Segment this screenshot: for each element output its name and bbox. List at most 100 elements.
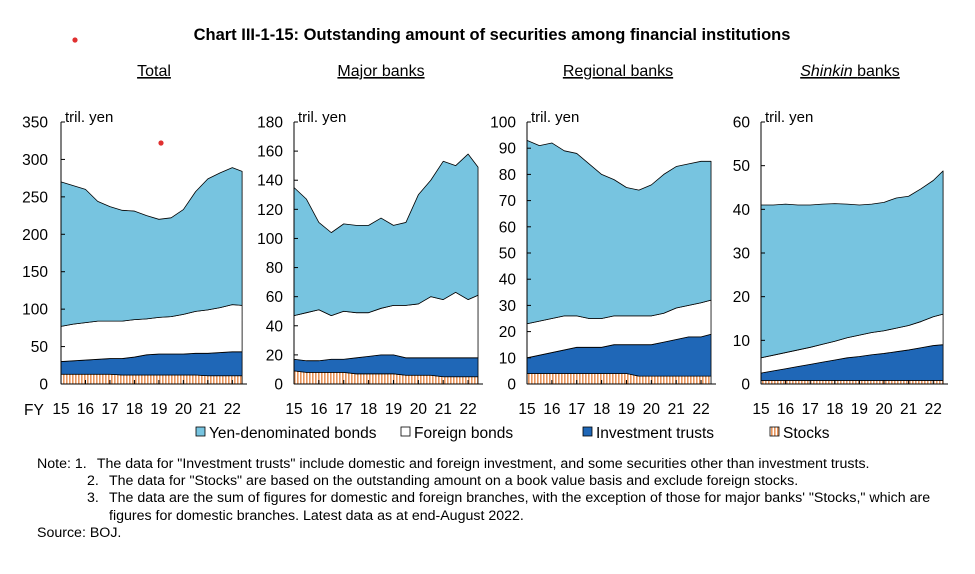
- panel-title: Total: [137, 63, 171, 80]
- x-tick-label: 16: [777, 401, 794, 418]
- x-tick-label: 18: [826, 401, 843, 418]
- note-number: 3.: [87, 490, 99, 507]
- chart-panel: Major banks 0 20 40 60 80 100 120 140 160 180 tril.…: [257, 63, 483, 418]
- y-tick-label: 140: [257, 173, 283, 190]
- note-text: The data for "Stocks" are based on the o…: [109, 473, 799, 490]
- legend-item: Investment trusts: [582, 425, 714, 442]
- unit-label: tril. yen: [65, 109, 113, 126]
- y-tick-label: 150: [22, 264, 48, 281]
- legend-swatch: [195, 426, 206, 437]
- x-tick-label: 22: [692, 401, 709, 418]
- red-marker-dot: [158, 140, 164, 146]
- note-number: 1.: [74, 456, 87, 472]
- y-tick-label: 30: [733, 246, 751, 263]
- y-tick-label: 40: [499, 272, 517, 289]
- y-tick-label: 40: [266, 318, 284, 335]
- x-tick-label: 15: [518, 401, 535, 418]
- panel-title: Major banks: [337, 63, 424, 80]
- y-tick-label: 50: [499, 246, 517, 263]
- y-tick-label: 50: [31, 339, 49, 356]
- x-tick-label: 18: [593, 401, 610, 418]
- panel-title-rest: banks: [857, 63, 900, 80]
- legend-swatch: [769, 426, 780, 437]
- note-item: 2. The data for "Stocks" are based on th…: [37, 473, 962, 490]
- x-tick-label: 19: [385, 401, 402, 418]
- y-tick-label: 100: [22, 302, 48, 319]
- x-tick-label: 20: [875, 401, 893, 418]
- x-tick-label: 16: [77, 401, 94, 418]
- x-tick-label: 19: [150, 401, 167, 418]
- notes-block: Note: 1. The data for "Investment trusts…: [37, 456, 962, 542]
- x-tick-label: 15: [52, 401, 69, 418]
- chart-panel: Shinkin banks 0 10 20 30 40 50 60 tril. yen 15 16 1…: [733, 63, 948, 418]
- legend: Yen-denominated bonds Foreign bonds Invest…: [195, 425, 830, 442]
- y-tick-label: 90: [499, 141, 517, 158]
- fy-label: FY: [24, 402, 44, 419]
- x-tick-label: 18: [126, 401, 143, 418]
- x-tick-label: 17: [335, 401, 352, 418]
- x-tick-label: 16: [543, 401, 560, 418]
- red-marker-dot: [72, 37, 78, 43]
- x-tick-label: 20: [410, 401, 428, 418]
- legend-label: Stocks: [783, 425, 830, 442]
- legend-item: Stocks: [769, 425, 830, 442]
- y-tick-label: 80: [266, 260, 284, 277]
- y-tick-label: 10: [499, 350, 517, 367]
- x-tick-label: 22: [925, 401, 942, 418]
- x-tick-label: 20: [175, 401, 193, 418]
- x-tick-label: 16: [310, 401, 327, 418]
- y-tick-label: 60: [499, 219, 517, 236]
- x-tick-label: 22: [224, 401, 241, 418]
- chart-panel: Regional banks 0 10 20 30 40 50 60 70 80 90 100 tril…: [490, 63, 716, 418]
- area-yen-denominated-bonds: [760, 170, 944, 359]
- y-tick-label: 0: [741, 377, 750, 394]
- area-yen-denominated-bonds: [526, 139, 712, 325]
- y-tick-label: 300: [22, 152, 48, 169]
- legend-item: Yen-denominated bonds: [195, 425, 377, 442]
- x-tick-label: 22: [459, 401, 476, 418]
- x-tick-label: 17: [802, 401, 819, 418]
- y-tick-label: 120: [257, 202, 283, 219]
- panel-title: Shinkin banks: [800, 63, 900, 80]
- x-tick-label: 17: [101, 401, 118, 418]
- y-tick-label: 30: [499, 298, 517, 315]
- y-tick-label: 50: [733, 158, 751, 175]
- y-tick-label: 20: [499, 324, 517, 341]
- note-text: The data are the sum of figures for dome…: [109, 490, 931, 524]
- y-tick-label: 180: [257, 115, 283, 132]
- y-tick-label: 0: [507, 377, 516, 394]
- chart-panel: Total 0 50 100 150 200 250 300 350 tril. yen 15 16 1…: [22, 63, 247, 418]
- legend-label: Yen-denominated bonds: [209, 425, 377, 442]
- y-tick-label: 10: [733, 333, 751, 350]
- x-tick-label: 18: [360, 401, 377, 418]
- legend-swatch: [400, 426, 411, 437]
- chart-main-title: Chart III-1-15: Outstanding amount of se…: [194, 26, 791, 44]
- y-tick-label: 350: [22, 115, 48, 132]
- panel-title-italic: Shinkin: [800, 63, 857, 80]
- note-item: Note: 1. The data for "Investment trusts…: [37, 456, 962, 473]
- unit-label: tril. yen: [531, 109, 579, 126]
- unit-label: tril. yen: [298, 109, 346, 126]
- y-tick-label: 250: [22, 189, 48, 206]
- y-tick-label: 100: [257, 231, 283, 248]
- y-tick-label: 40: [733, 202, 751, 219]
- note-text: The data for "Investment trusts" include…: [96, 456, 870, 472]
- legend-label: Investment trusts: [596, 425, 714, 442]
- legend-item: Foreign bonds: [400, 425, 513, 442]
- note-lead: Note:: [37, 456, 75, 472]
- y-tick-label: 60: [733, 115, 751, 132]
- y-tick-label: 20: [266, 347, 284, 364]
- panel-title: Regional banks: [563, 63, 673, 80]
- x-tick-label: 21: [199, 401, 216, 418]
- y-tick-label: 0: [39, 377, 48, 394]
- y-tick-label: 0: [274, 377, 283, 394]
- y-tick-label: 100: [490, 115, 516, 132]
- y-tick-label: 20: [733, 289, 751, 306]
- source-line: Source: BOJ.: [37, 524, 122, 541]
- x-tick-label: 20: [643, 401, 661, 418]
- y-tick-label: 70: [499, 193, 517, 210]
- note-number: 2.: [87, 473, 99, 490]
- x-tick-label: 15: [752, 401, 769, 418]
- legend-label: Foreign bonds: [414, 425, 513, 442]
